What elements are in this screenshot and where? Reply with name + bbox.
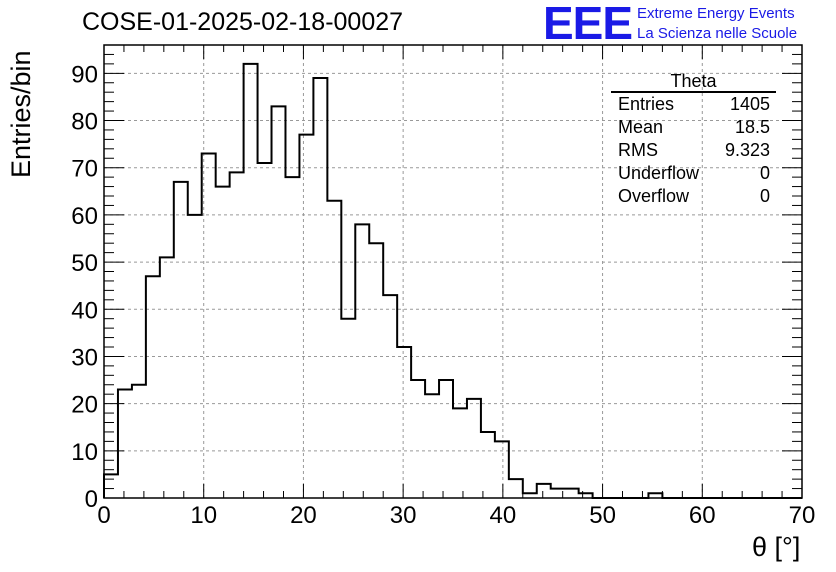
x-tick-labels: 0 10 20 30 40 50 60 70: [97, 502, 815, 529]
x-tick-label: 30: [390, 502, 417, 529]
histogram-bin: [230, 172, 244, 498]
x-tick-label: 20: [290, 502, 317, 529]
histogram-bin: [132, 385, 146, 498]
y-tick-label: 80: [71, 109, 98, 136]
histogram-bin: [383, 295, 397, 498]
histogram-bin: [397, 347, 411, 498]
histogram-bin: [341, 319, 355, 498]
histogram-bin: [411, 380, 425, 498]
y-tick-label: 60: [71, 203, 98, 230]
stats-row-underflow: Underflow 0: [611, 162, 776, 185]
logo-line-1: Extreme Energy Events: [637, 5, 795, 22]
x-tick-label: 0: [97, 502, 110, 529]
stats-value: 18.5: [734, 117, 770, 137]
stats-value: 1405: [729, 94, 770, 114]
histogram-bin: [104, 474, 118, 498]
histogram-bin: [481, 432, 495, 498]
x-tick-label: 10: [190, 502, 217, 529]
histogram-bin: [495, 441, 509, 498]
y-tick-label: 20: [71, 392, 98, 419]
y-tick-label: 70: [71, 156, 98, 183]
histogram-bin: [272, 106, 286, 498]
run-title: COSE-01-2025-02-18-00027: [82, 8, 404, 36]
y-tick-label: 50: [71, 250, 98, 277]
stats-label: Overflow: [618, 186, 690, 206]
stats-value: 9.323: [724, 140, 770, 160]
stats-row-overflow: Overflow 0: [611, 185, 776, 208]
histogram-bin: [565, 489, 579, 498]
stats-label: Mean: [618, 117, 664, 137]
stats-value: 0: [759, 163, 770, 183]
x-tick-label: 50: [589, 502, 616, 529]
x-tick-label: 40: [490, 502, 517, 529]
x-tick-label: 70: [789, 502, 816, 529]
histogram-bin: [369, 243, 383, 498]
histogram-bin: [439, 380, 453, 498]
stats-label: RMS: [618, 140, 658, 160]
histogram-bin: [258, 163, 272, 498]
histogram-bin: [313, 78, 327, 498]
histogram-bin: [174, 182, 188, 498]
histogram-bin: [202, 154, 216, 498]
y-tick-labels: 0 10 20 30 40 50 60 70 80 90: [71, 61, 98, 513]
y-tick-label: 40: [71, 297, 98, 324]
y-tick-label: 10: [71, 439, 98, 466]
histogram-bin: [453, 408, 467, 498]
eee-logo: EEE: [543, 0, 633, 49]
stats-row-mean: Mean 18.5: [611, 116, 776, 139]
histogram-bin: [216, 187, 230, 498]
logo-line-2: La Scienza nelle Scuole: [637, 25, 798, 42]
histogram-bin: [285, 177, 299, 498]
stats-row-rms: RMS 9.323: [611, 139, 776, 162]
histogram-bin: [327, 201, 341, 498]
histogram-bin: [299, 135, 313, 498]
stats-box: Theta Entries 1405 Mean 18.5 RMS 9.323 U…: [611, 71, 776, 208]
histogram-bin: [118, 389, 132, 498]
x-axis-label: θ [°]: [752, 532, 801, 562]
y-tick-label: 30: [71, 344, 98, 371]
stats-histogram-name: Theta: [611, 71, 776, 93]
histogram-bin: [355, 224, 369, 498]
stats-label: Entries: [618, 94, 675, 114]
x-tick-label: 60: [689, 502, 716, 529]
stats-row-entries: Entries 1405: [611, 93, 776, 116]
y-tick-label: 90: [71, 61, 98, 88]
axis-ticks: [103, 44, 803, 499]
stats-label: Underflow: [618, 163, 700, 183]
y-tick-label: 0: [85, 486, 98, 513]
stats-value: 0: [759, 186, 770, 206]
histogram-bin: [160, 257, 174, 498]
y-axis-label: Entries/bin: [6, 50, 36, 178]
histogram-bin: [509, 479, 523, 498]
histogram-bin: [425, 394, 439, 498]
histogram-bin: [537, 484, 551, 498]
histogram-bin: [467, 399, 481, 498]
histogram-bin: [244, 64, 258, 498]
